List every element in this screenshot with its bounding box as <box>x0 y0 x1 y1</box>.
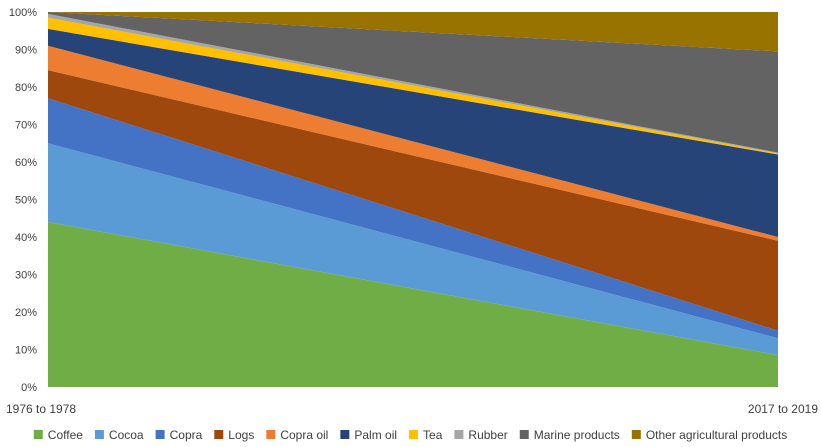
area-series-6 <box>48 17 778 155</box>
legend-item: Copra oil <box>266 428 328 442</box>
legend-item: Cocoa <box>94 428 144 442</box>
area-series-5 <box>48 28 778 237</box>
area-series-9 <box>48 12 778 52</box>
y-tick-label: 60% <box>15 157 37 169</box>
x-category-label: 2017 to 2019 <box>748 402 818 416</box>
legend-item: Coffee <box>33 428 83 442</box>
area-series-7 <box>48 13 778 154</box>
legend-label: Palm oil <box>354 428 397 442</box>
area-series-0 <box>48 222 778 387</box>
legend-label: Copra oil <box>280 428 328 442</box>
legend-swatch <box>519 430 529 439</box>
legend: Coffee Cocoa Copra Logs Copra oil Palm oil Tea… <box>33 428 787 442</box>
legend-swatch <box>266 430 276 439</box>
y-tick-label: 50% <box>15 195 37 207</box>
legend-label: Coffee <box>48 428 83 442</box>
legend-item: Marine products <box>519 428 620 442</box>
y-tick-label: 80% <box>15 82 37 94</box>
y-axis: 0% 10% 20% 30% 40% 50% 60% 70% 80% 90% 100% <box>9 7 37 394</box>
y-tick-label: 10% <box>15 345 37 357</box>
legend-item: Copra <box>155 428 203 442</box>
y-tick-label: 100% <box>9 7 37 19</box>
plot-area <box>48 12 778 387</box>
y-tick-label: 40% <box>15 232 37 244</box>
legend-swatch <box>33 430 43 439</box>
area-series-4 <box>48 45 778 241</box>
legend-item: Logs <box>214 428 254 442</box>
legend-item: Other agricultural products <box>631 428 787 442</box>
legend-swatch <box>409 430 419 439</box>
y-tick-label: 70% <box>15 120 37 132</box>
legend-label: Rubber <box>468 428 507 442</box>
legend-item: Tea <box>409 428 443 442</box>
y-tick-label: 20% <box>15 307 37 319</box>
legend-item: Rubber <box>454 428 508 442</box>
area-series-2 <box>48 98 778 339</box>
legend-label: Marine products <box>534 428 620 442</box>
legend-label: Logs <box>228 428 254 442</box>
legend-label: Tea <box>423 428 443 442</box>
area-series-3 <box>48 70 778 331</box>
y-tick-label: 30% <box>15 270 37 282</box>
y-tick-label: 90% <box>15 45 37 57</box>
x-category-label: 1976 to 1978 <box>6 402 76 416</box>
y-tick-label: 0% <box>21 382 37 394</box>
legend-label: Cocoa <box>109 428 144 442</box>
legend-swatch <box>340 430 350 439</box>
legend-swatch <box>631 430 641 439</box>
legend-item: Palm oil <box>340 428 397 442</box>
legend-swatch <box>214 430 224 439</box>
area-series-8 <box>48 12 778 153</box>
area-series-1 <box>48 143 778 356</box>
legend-label: Copra <box>170 428 203 442</box>
legend-swatch <box>454 430 464 439</box>
legend-swatch <box>94 430 104 439</box>
legend-swatch <box>155 430 165 439</box>
legend-label: Other agricultural products <box>646 428 787 442</box>
x-axis: 1976 to 1978 2017 to 2019 <box>6 402 818 416</box>
